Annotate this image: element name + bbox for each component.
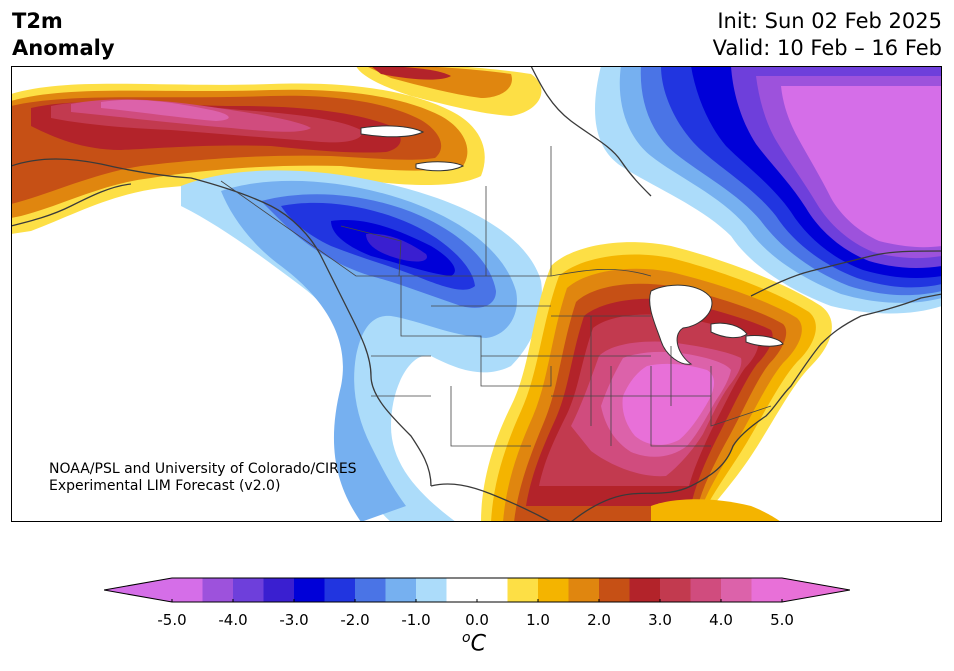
init-date: Init: Sun 02 Feb 2025 — [717, 9, 942, 33]
credit-line-2: Experimental LIM Forecast (v2.0) — [49, 478, 281, 494]
unit-label: C — [470, 631, 486, 657]
credit-line-1: NOAA/PSL and University of Colorado/CIRE… — [49, 461, 357, 477]
anomaly-cold-east — [595, 66, 942, 314]
colorbar-extend-low — [104, 578, 172, 602]
colorbar-segment — [690, 578, 722, 602]
title-line-1: T2m — [12, 9, 63, 33]
colorbar-tick-label: 5.0 — [770, 611, 794, 629]
colorbar-segment — [629, 578, 661, 602]
colorbar-segment — [751, 578, 783, 602]
colorbar-tick-label: 4.0 — [709, 611, 733, 629]
temperature-anomaly-map — [11, 66, 942, 522]
anomaly-cold-west — [181, 170, 542, 522]
anomaly-warm-caribbean — [651, 499, 781, 522]
degree-sign: o — [462, 630, 471, 646]
colorbar-segment — [263, 578, 295, 602]
colorbar-segment — [538, 578, 569, 602]
colorbar-tick-label: -1.0 — [401, 611, 431, 629]
colorbar-tick-labels: -5.0 -4.0 -3.0 -2.0 -1.0 0.0 1.0 2.0 3.0 4.0 5.0 — [0, 611, 954, 631]
colorbar-segment — [233, 578, 264, 602]
anomaly-warm-northwest — [11, 83, 485, 234]
colorbar-segment — [172, 578, 203, 602]
water-bodies — [360, 125, 784, 365]
colorbar-tick-label: 1.0 — [526, 611, 550, 629]
colorbar-segment — [477, 578, 508, 602]
colorbar-segment — [416, 578, 447, 602]
coastlines — [11, 66, 942, 522]
colorbar-segment — [721, 578, 752, 602]
colorbar-unit: oC — [462, 630, 486, 656]
colorbar-segment — [385, 578, 417, 602]
political-borders — [220, 146, 772, 447]
colorbar-segment — [446, 578, 478, 602]
colorbar-segment — [568, 578, 600, 602]
colorbar-segment — [294, 578, 325, 602]
colorbar-segment — [355, 578, 386, 602]
colorbar-segment — [599, 578, 630, 602]
forecast-dates: Init: Sun 02 Feb 2025 Valid: 10 Feb – 16… — [713, 8, 942, 62]
colorbar-segment — [507, 578, 539, 602]
chart-title: T2m Anomaly — [12, 8, 115, 62]
colorbar-extend-high — [782, 578, 850, 602]
valid-date: Valid: 10 Feb – 16 Feb — [712, 36, 942, 60]
data-credit: NOAA/PSL and University of Colorado/CIRE… — [49, 461, 357, 495]
colorbar-tick-label: 2.0 — [587, 611, 611, 629]
colorbar — [104, 577, 850, 603]
colorbar-segment — [324, 578, 356, 602]
title-line-2: Anomaly — [12, 36, 115, 60]
colorbar-segment — [202, 578, 234, 602]
colorbar-tick-label: -2.0 — [340, 611, 370, 629]
colorbar-tick-label: -4.0 — [218, 611, 248, 629]
colorbar-tick-label: 0.0 — [465, 611, 489, 629]
colorbar-segment — [660, 578, 691, 602]
map-frame — [11, 66, 942, 522]
colorbar-tick-label: -5.0 — [157, 611, 187, 629]
colorbar-tick-label: -3.0 — [279, 611, 309, 629]
colorbar-tick-label: 3.0 — [648, 611, 672, 629]
